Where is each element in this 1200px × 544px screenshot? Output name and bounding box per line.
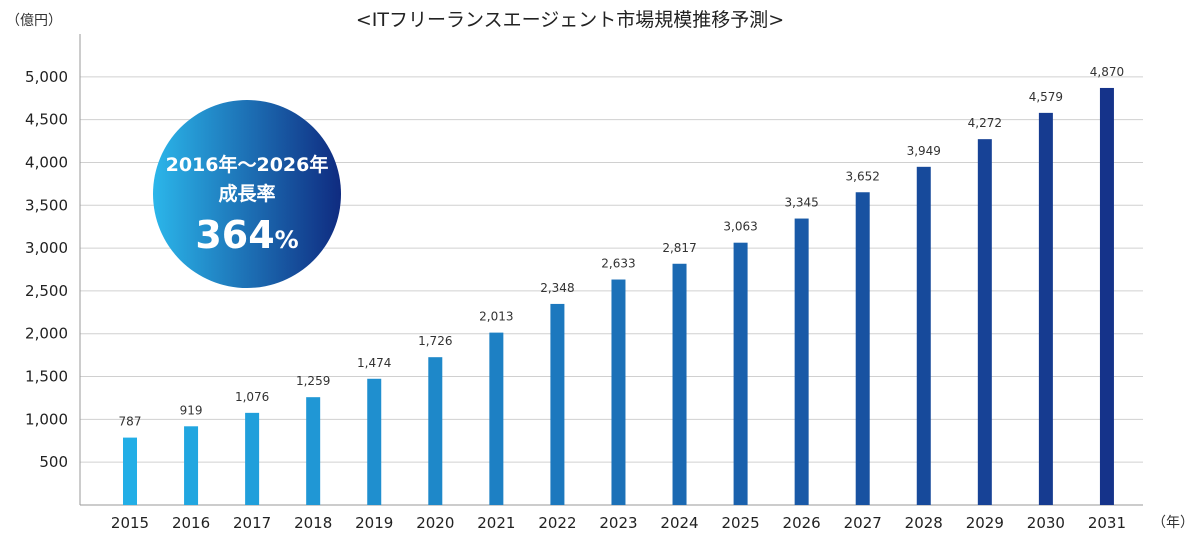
bar: [794, 218, 809, 505]
badge-period: 2016年～2026年: [166, 153, 329, 176]
y-tick-label: 4,500: [25, 111, 68, 129]
y-tick-label: 2,500: [25, 282, 68, 300]
y-tick-label: 500: [39, 453, 68, 471]
x-tick-label: 2029: [966, 514, 1004, 532]
bar-value-label: 1,076: [235, 390, 269, 404]
x-tick-label: 2022: [538, 514, 576, 532]
y-tick-label: 5,000: [25, 68, 68, 86]
y-axis-unit: （億円）: [6, 13, 62, 29]
bar: [672, 263, 687, 505]
bar: [489, 332, 504, 505]
bar: [855, 192, 870, 506]
bar-value-label: 2,013: [479, 310, 513, 324]
y-tick-label: 3,500: [25, 196, 68, 214]
bar-value-label: 4,870: [1090, 65, 1124, 79]
y-axis-ticks: 500 1,000 1,500 2,000 2,500 3,000 3,500 4,000 4,…: [25, 68, 68, 471]
x-tick-label: 2023: [599, 514, 637, 532]
x-axis-ticks: 2015 2016 2017 2018 2019 2020 2021 2022 2023 2024…: [111, 514, 1126, 532]
bar-value-label: 787: [119, 415, 142, 429]
y-tick-label: 1,500: [25, 368, 68, 386]
x-tick-label: 2031: [1088, 514, 1126, 532]
bar-value-label: 3,652: [846, 169, 880, 183]
bar: [1099, 87, 1114, 505]
bar: [245, 412, 260, 505]
bar: [550, 303, 565, 505]
bar-value-label: 2,817: [662, 241, 696, 255]
chart-title: <ITフリーランスエージェント市場規模推移予測>: [356, 9, 784, 31]
badge-value-number: 364: [195, 213, 274, 257]
bar: [123, 437, 137, 505]
badge-value: 364%: [195, 213, 298, 257]
bar: [428, 357, 443, 505]
x-tick-label: 2017: [233, 514, 271, 532]
x-tick-label: 2020: [416, 514, 454, 532]
x-tick-label: 2016: [172, 514, 210, 532]
x-tick-label: 2021: [477, 514, 515, 532]
x-tick-label: 2019: [355, 514, 393, 532]
x-tick-label: 2028: [905, 514, 943, 532]
bar-value-label: 4,272: [968, 116, 1002, 130]
x-axis-unit: （年）: [1152, 515, 1194, 531]
bar-value-label: 4,579: [1029, 90, 1063, 104]
bar: [733, 242, 748, 506]
x-tick-label: 2030: [1027, 514, 1065, 532]
bar: [916, 166, 931, 505]
bar: [611, 279, 626, 505]
y-tick-label: 3,000: [25, 239, 68, 257]
x-tick-label: 2026: [783, 514, 821, 532]
bar-value-label: 2,633: [601, 257, 635, 271]
badge-circle: [153, 100, 341, 288]
x-tick-label: 2024: [660, 514, 698, 532]
bar-value-label: 1,726: [418, 334, 452, 348]
bar: [977, 139, 992, 506]
badge-label: 成長率: [218, 182, 275, 205]
bar-value-label: 3,345: [784, 196, 818, 210]
bar-value-label: 3,063: [723, 220, 757, 234]
x-tick-label: 2018: [294, 514, 332, 532]
growth-rate-badge: 2016年～2026年 成長率 364%: [153, 100, 341, 288]
badge-value-unit: %: [275, 226, 299, 254]
bar: [306, 397, 321, 505]
x-tick-label: 2025: [721, 514, 759, 532]
x-tick-label: 2015: [111, 514, 149, 532]
y-tick-label: 4,000: [25, 153, 68, 171]
bar-value-label: 919: [180, 403, 203, 417]
bar-value-label: 1,259: [296, 374, 330, 388]
bar-value-label: 2,348: [540, 281, 574, 295]
bar: [1038, 112, 1053, 505]
x-tick-label: 2027: [844, 514, 882, 532]
y-tick-label: 2,000: [25, 325, 68, 343]
bars: 787 919 1,076 1,259 1,474 1,726 2,013 2,348 2,63…: [119, 65, 1124, 506]
bar: [184, 426, 199, 505]
y-tick-label: 1,000: [25, 410, 68, 428]
bar: [367, 378, 382, 505]
bar-value-label: 1,474: [357, 356, 391, 370]
bar-value-label: 3,949: [907, 144, 941, 158]
